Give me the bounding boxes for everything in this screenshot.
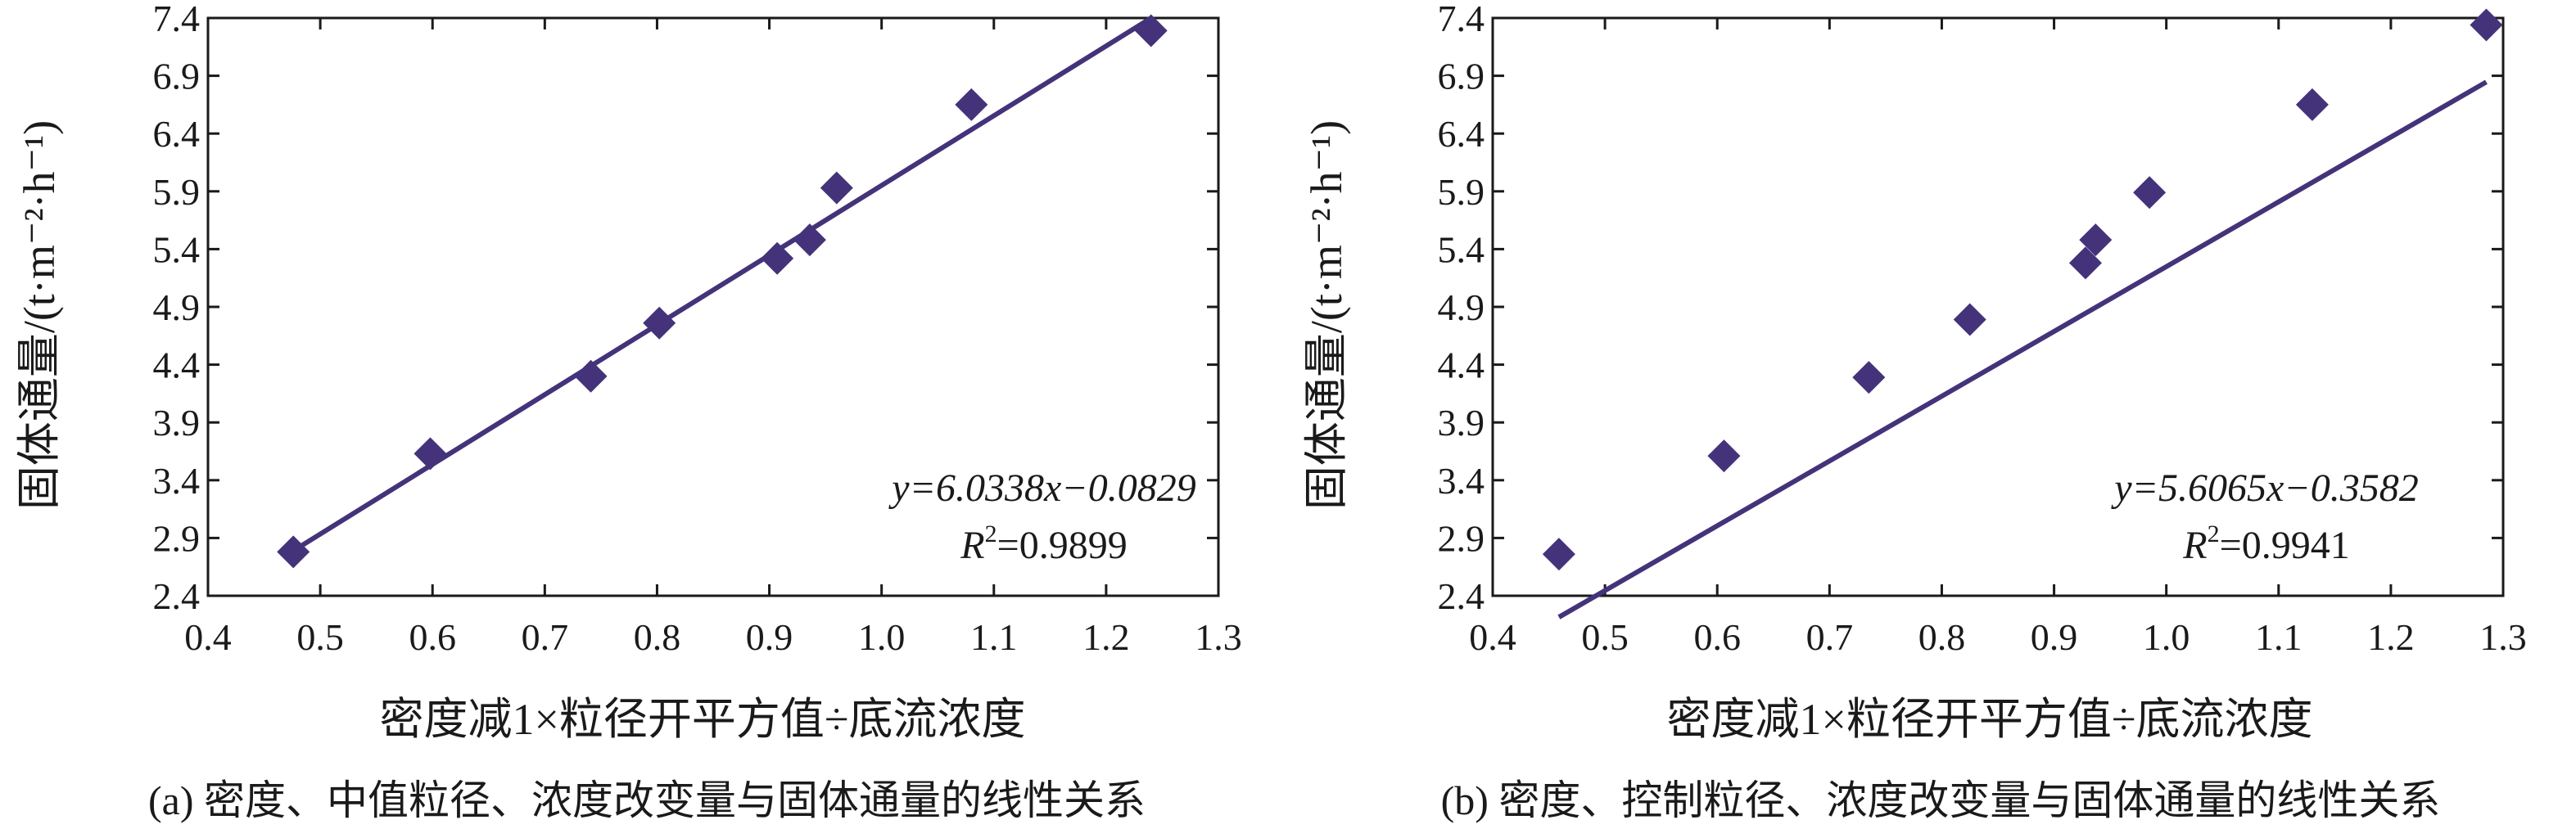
- panel-a-y-tick-label: 2.4: [153, 575, 201, 617]
- panel-b-y-axis-label: 固体通量/(t·m⁻²·h⁻¹): [1302, 120, 1351, 510]
- panel-a-data-point: [761, 241, 794, 275]
- panel-b-y-tick-label: 2.9: [1438, 517, 1485, 559]
- panel-a-r-squared: R2=0.9899: [960, 520, 1127, 567]
- panel-a-x-tick-label: 0.7: [522, 616, 569, 658]
- panel-b-y-tick-label: 6.4: [1438, 113, 1485, 155]
- panel-a-equation: y=6.0338x−0.0829: [888, 466, 1195, 510]
- panel-b-x-tick-label: 1.1: [2255, 616, 2303, 658]
- panel-a-r-superscript: 2: [985, 520, 997, 547]
- panel-b-x-tick-label: 0.4: [1469, 616, 1516, 658]
- panel-a-y-tick-labels: 2.4 2.9 3.4 3.9 4.4 4.9 5.4 5.9 6.4 6.9 7.4: [153, 0, 201, 617]
- panel-a-data-point: [793, 223, 826, 257]
- panel-b-data-point: [1852, 361, 1886, 394]
- panel-a-y-axis-label: 固体通量/(t·m⁻²·h⁻¹): [15, 120, 64, 510]
- panel-a-r-squared-value: =0.9899: [997, 524, 1128, 567]
- panel-b-y-tick-label: 6.9: [1438, 56, 1485, 97]
- panel-b-y-tick-labels: 2.4 2.9 3.4 3.9 4.4 4.9 5.4 5.9 6.4 6.9 7.4: [1438, 0, 1485, 617]
- panel-a-data-point: [574, 359, 608, 393]
- panel-b-r-symbol: R: [2182, 524, 2207, 567]
- panel-b-x-tick-label: 1.0: [2143, 616, 2190, 658]
- panel-b-r-squared: R2=0.9941: [2182, 520, 2349, 567]
- panel-b-data-point: [2079, 223, 2113, 257]
- panel-b-data-point: [1707, 439, 1741, 473]
- panel-a-y-tick-label: 4.9: [153, 286, 201, 328]
- panel-b-caption: (b) 密度、控制粒径、浓度改变量与固体通量的线性关系: [1441, 777, 2441, 823]
- panel-a-x-axis-label: 密度减1×粒径开平方值÷底流浓度: [379, 695, 1025, 744]
- panel-b-y-tick-label: 2.4: [1438, 575, 1485, 617]
- panel-b-equation: y=5.6065x−0.3582: [2110, 466, 2418, 510]
- panel-b-plot-frame: [1491, 16, 2505, 597]
- panel-b-r-squared-value: =0.9941: [2220, 524, 2350, 567]
- panel-b-data-point: [1542, 538, 1575, 571]
- panel-b-data-point: [2295, 88, 2329, 121]
- panel-a-x-tick-label: 1.0: [858, 616, 906, 658]
- panel-a-data-point: [820, 171, 853, 205]
- panel-a-y-tick-label: 5.4: [153, 228, 201, 270]
- panel-a-data-point: [643, 306, 676, 340]
- panel-a-y-tick-label: 6.4: [153, 113, 201, 155]
- panel-b-data-points: [1542, 8, 2503, 571]
- panel-a-data-point: [955, 88, 988, 121]
- panel-b-x-axis-label: 密度减1×粒径开平方值÷底流浓度: [1666, 695, 2312, 744]
- panel-a-caption: (a) 密度、中值粒径、浓度改变量与固体通量的线性关系: [148, 777, 1146, 823]
- panel-a-y-tick-label: 6.9: [153, 56, 201, 97]
- panel-a-data-point: [277, 535, 310, 569]
- panel-a-x-tick-label: 0.9: [746, 616, 793, 658]
- panel-b-data-point: [2133, 176, 2167, 210]
- panel-b-fit-line: [1557, 79, 2488, 619]
- panel-a: 2.4 2.9 3.4 3.9 4.4 4.9 5.4 5.9 6.4 6.9 7.4 0.4 0.5…: [15, 0, 1242, 823]
- panel-b-x-tick-label: 0.5: [1581, 616, 1629, 658]
- panel-b-y-tick-label: 3.9: [1438, 402, 1485, 444]
- panel-a-x-tick-label: 1.2: [1082, 616, 1130, 658]
- panel-b-y-tick-label: 4.4: [1438, 345, 1485, 386]
- panel-a-y-tick-label: 2.9: [153, 517, 201, 559]
- panel-a-y-tick-label: 4.4: [153, 345, 201, 386]
- panel-b-x-tick-labels: 0.4 0.5 0.6 0.7 0.8 0.9 1.0 1.1 1.2 1.3: [1469, 616, 2527, 658]
- panel-a-x-tick-label: 1.3: [1195, 616, 1242, 658]
- panel-a-plot-frame: [206, 16, 1220, 597]
- panel-b: 2.4 2.9 3.4 3.9 4.4 4.9 5.4 5.9 6.4 6.9 7.4 0.4 0.5…: [1302, 0, 2527, 823]
- panel-b-tick-marks: [1491, 16, 2505, 597]
- panel-b-data-point: [2470, 8, 2503, 42]
- panel-a-x-tick-label: 0.6: [409, 616, 456, 658]
- panel-b-data-point: [1953, 303, 1986, 336]
- panel-a-data-point: [1134, 14, 1168, 47]
- panel-b-y-tick-label: 3.4: [1438, 460, 1485, 502]
- panel-b-x-tick-label: 0.9: [2031, 616, 2078, 658]
- panel-a-y-tick-label: 3.4: [153, 460, 201, 502]
- panel-b-x-tick-label: 1.3: [2479, 616, 2527, 658]
- panel-a-y-tick-label: 3.9: [153, 402, 201, 444]
- panel-a-r-symbol: R: [960, 524, 984, 567]
- panel-b-r-superscript: 2: [2208, 520, 2220, 547]
- panel-b-data-point: [2068, 246, 2102, 280]
- panel-b-x-tick-label: 0.8: [1918, 616, 1966, 658]
- panel-a-x-tick-label: 0.4: [184, 616, 232, 658]
- panel-b-x-tick-label: 1.2: [2367, 616, 2415, 658]
- panel-a-y-tick-label: 5.9: [153, 171, 201, 213]
- panel-b-y-tick-label: 5.4: [1438, 228, 1485, 270]
- panel-a-y-tick-label: 7.4: [153, 0, 201, 39]
- panel-a-x-tick-labels: 0.4 0.5 0.6 0.7 0.8 0.9 1.0 1.1 1.2 1.3: [184, 616, 1242, 658]
- panel-a-x-tick-label: 1.1: [970, 616, 1018, 658]
- panel-b-y-tick-label: 5.9: [1438, 171, 1485, 213]
- panel-a-data-points: [277, 14, 1168, 569]
- panel-b-y-tick-label: 4.9: [1438, 286, 1485, 328]
- panel-a-x-tick-label: 0.5: [296, 616, 344, 658]
- panel-b-y-tick-label: 7.4: [1438, 0, 1485, 39]
- panel-a-data-point: [414, 437, 447, 471]
- panel-a-x-tick-label: 0.8: [634, 616, 681, 658]
- panel-b-x-tick-label: 0.6: [1693, 616, 1741, 658]
- panel-b-x-tick-label: 0.7: [1806, 616, 1854, 658]
